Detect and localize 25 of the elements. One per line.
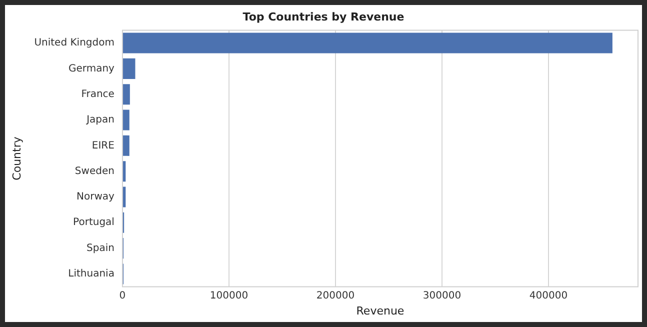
bar bbox=[122, 84, 130, 105]
bar bbox=[122, 32, 612, 54]
bar bbox=[122, 161, 126, 182]
chart-title: Top Countries by Revenue bbox=[242, 10, 404, 24]
x-tick-label: 300000 bbox=[422, 290, 462, 302]
x-axis-title: Revenue bbox=[356, 304, 404, 318]
y-tick-label: Lithuania bbox=[68, 268, 114, 280]
x-tick-label: 400000 bbox=[529, 290, 568, 302]
bar bbox=[122, 186, 126, 208]
x-tick-label: 0 bbox=[119, 290, 126, 302]
x-tick-label: 100000 bbox=[210, 290, 248, 302]
y-tick-label: Portugal bbox=[73, 217, 114, 228]
bar bbox=[122, 58, 136, 79]
y-tick-label: EIRE bbox=[92, 140, 114, 152]
y-tick-label: Germany bbox=[68, 63, 115, 74]
y-tick-label: United Kingdom bbox=[34, 38, 114, 49]
y-tick-label: Japan bbox=[86, 114, 114, 126]
y-axis-title: Country bbox=[10, 136, 24, 180]
y-tick-label: Spain bbox=[86, 242, 114, 254]
x-tick-label: 200000 bbox=[316, 290, 355, 302]
y-tick-label: Sweden bbox=[74, 166, 114, 177]
y-tick-label: France bbox=[81, 88, 114, 100]
y-tick-label: Norway bbox=[76, 192, 115, 203]
bar bbox=[122, 110, 130, 130]
bar bbox=[122, 135, 130, 156]
